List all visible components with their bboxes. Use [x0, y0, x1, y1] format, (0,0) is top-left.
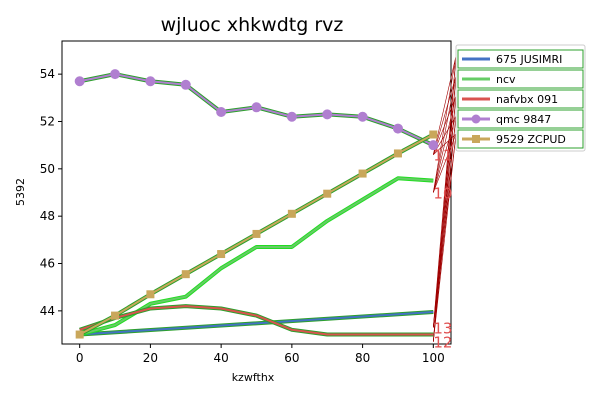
data-point [428, 140, 439, 151]
data-point [110, 69, 121, 80]
annotation-connector [433, 95, 457, 193]
annotation-connectors [433, 55, 457, 342]
data-point [286, 111, 297, 122]
data-point [358, 169, 367, 178]
series-line-outline [79, 176, 434, 337]
data-point [180, 79, 191, 90]
y-tick-label: 50 [40, 162, 55, 176]
x-tick-label: 0 [76, 351, 84, 365]
data-point [287, 209, 296, 218]
annotation-connector [433, 133, 457, 342]
legend-entry-frame [457, 129, 584, 149]
data-point [252, 229, 261, 238]
annotation-connector [433, 75, 457, 342]
legend-marker [472, 135, 480, 143]
legend-label: ncv [496, 73, 516, 86]
data-point [429, 130, 438, 139]
x-tick-label: 20 [143, 351, 158, 365]
x-tick-label: 60 [284, 351, 299, 365]
y-tick-label: 44 [40, 304, 55, 318]
data-point [357, 111, 368, 122]
data-point [146, 290, 155, 299]
legend-entry-frame [457, 89, 584, 109]
legend-label: 9529 ZCPUD [496, 133, 566, 146]
chart-title: wjluoc xhkwdtg rvz [161, 14, 344, 36]
annotation-connector [433, 115, 457, 342]
x-tick-label: 100 [422, 351, 445, 365]
data-point [145, 76, 156, 87]
y-tick-label: 52 [40, 114, 55, 128]
legend-marker [471, 114, 481, 124]
data-point [216, 107, 227, 118]
series-line [79, 305, 434, 336]
data-point [392, 123, 403, 134]
annotation-connector [433, 95, 457, 342]
data-point [323, 189, 332, 198]
data-point [74, 76, 85, 87]
data-point [393, 149, 402, 158]
annotation-label: 10 [433, 185, 452, 203]
annotation-label: 13 [433, 319, 452, 337]
legend-box [455, 44, 586, 152]
data-point [322, 109, 333, 120]
annotation-connector [433, 75, 457, 193]
series-layer [74, 69, 439, 339]
data-point [181, 270, 190, 279]
legend-entry-frame [457, 49, 584, 69]
y-tick-label: 46 [40, 257, 55, 271]
annotation-connector [433, 55, 457, 193]
data-point [217, 250, 226, 259]
annotation-label: 11 [433, 147, 452, 165]
x-tick-label: 40 [213, 351, 228, 365]
legend-entry-frame [457, 69, 584, 89]
y-axis-label: 5392 [14, 178, 27, 206]
x-axis-ticks: 0 20 40 60 80 100 [76, 344, 445, 365]
x-tick-label: 80 [355, 351, 370, 365]
y-tick-label: 48 [40, 209, 55, 223]
annotation-connector [433, 133, 457, 193]
data-point [251, 102, 262, 113]
plot-frame [61, 40, 452, 345]
y-tick-label: 54 [40, 67, 55, 81]
annotation-connector [433, 115, 457, 193]
y-axis-ticks: 44 46 48 50 52 54 [40, 67, 62, 318]
legend-label: 675 JUSIMRI [496, 53, 562, 66]
legend-label: nafvbx 091 [496, 93, 558, 106]
legend-entry-frame [457, 109, 584, 129]
annotation-connector [433, 75, 457, 155]
legend-label: qmc 9847 [496, 113, 551, 126]
data-point [111, 311, 120, 320]
data-point [75, 330, 84, 339]
x-axis-label: kzwfthx [232, 371, 275, 384]
legend: 675 JUSIMRI ncv nafvbx 091 qmc 9847 9529 ZCP… [455, 44, 586, 152]
annotation-label: 12 [433, 334, 452, 352]
series-line [79, 311, 434, 336]
series-line [79, 177, 434, 336]
